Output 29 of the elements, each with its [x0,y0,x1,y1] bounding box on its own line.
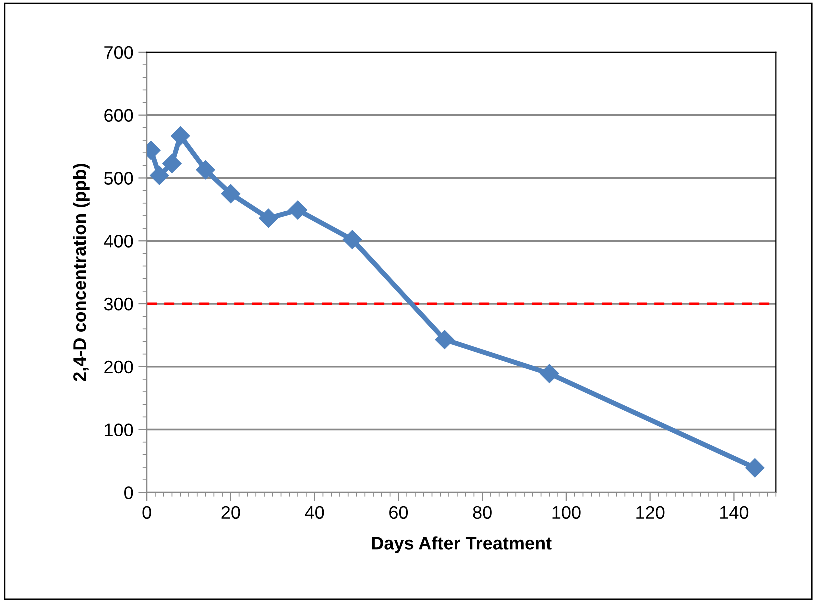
x-tick-label: 0 [142,506,152,520]
point [259,208,278,228]
point [196,160,216,180]
point [171,126,190,146]
y-tick-label: 200 [104,360,134,374]
point [162,154,182,174]
point [540,364,560,384]
point [746,458,765,478]
x-axis-title: Days After Treatment [372,536,552,554]
point [288,200,308,220]
y-tick-label: 300 [104,298,134,311]
x-tick-label: 20 [222,506,240,520]
y-axis-title: 2,4-D concentration (ppb) [73,164,90,382]
x-tick-label: 140 [720,506,749,520]
x-tick-label: 80 [473,506,492,520]
point [221,184,240,204]
x-tick-label: 60 [390,506,408,520]
point [150,166,170,186]
x-tick-label: 120 [636,506,665,520]
y-tick-label: 500 [104,172,134,185]
y-tick-label: 700 [104,46,134,60]
point [435,330,454,350]
y-tick-label: 400 [104,235,134,248]
y-tick-label: 600 [104,109,134,122]
x-tick-label: 40 [305,506,324,520]
y-tick-label: 100 [105,424,134,436]
y-tick-label: 0 [124,486,134,500]
x-tick-label: 100 [552,506,581,520]
point [343,230,362,250]
